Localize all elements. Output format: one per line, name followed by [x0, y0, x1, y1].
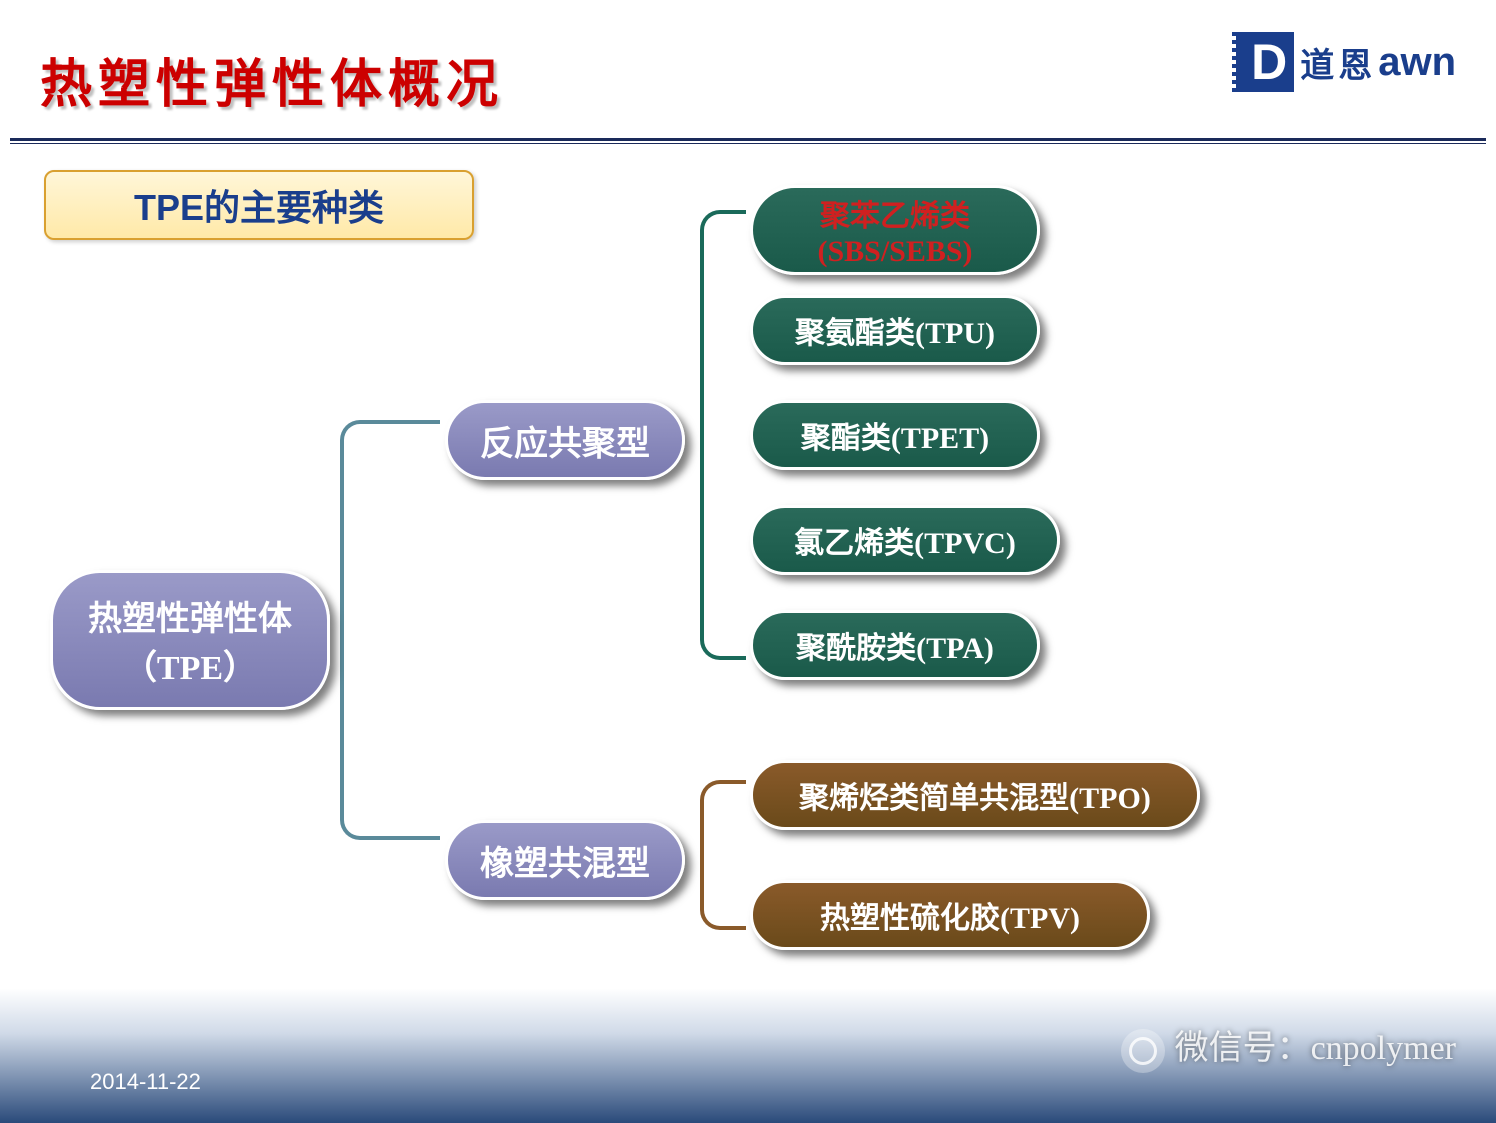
node-b2: 热塑性硫化胶(TPV) — [750, 880, 1150, 950]
node-label: 聚酰胺类(TPA) — [796, 623, 994, 667]
node-label: 聚烯烃类简单共混型(TPO) — [799, 773, 1151, 817]
node-label: 热塑性硫化胶(TPV) — [820, 893, 1080, 937]
node-g5: 聚酰胺类(TPA) — [750, 610, 1040, 680]
divider — [10, 138, 1486, 144]
logo-mark: D — [1234, 32, 1294, 92]
node-label: 热塑性弹性体 — [88, 591, 292, 640]
slide-title: 热塑性弹性体概况 — [40, 42, 504, 117]
date: 2014-11-22 — [90, 1069, 201, 1095]
node-label: 聚氨酯类(TPU) — [795, 308, 995, 352]
node-label: 反应共聚型 — [480, 416, 650, 465]
bracket-br3 — [700, 780, 746, 930]
node-label: 聚苯乙烯类 — [820, 191, 970, 235]
logo-cn: 道恩 — [1300, 38, 1376, 87]
subtitle: TPE的主要种类 — [44, 170, 474, 240]
bracket-br2 — [700, 210, 746, 660]
node-label: (SBS/SEBS) — [817, 235, 972, 269]
node-g4: 氯乙烯类(TPVC) — [750, 505, 1060, 575]
node-label: （TPE） — [123, 640, 257, 689]
node-label: 氯乙烯类(TPVC) — [794, 518, 1016, 562]
node-mid1: 反应共聚型 — [445, 400, 685, 480]
node-g3: 聚酯类(TPET) — [750, 400, 1040, 470]
node-root: 热塑性弹性体（TPE） — [50, 570, 330, 710]
node-g1: 聚苯乙烯类(SBS/SEBS) — [750, 185, 1040, 275]
watermark: 微信号：cnpolymer — [1121, 1020, 1456, 1073]
node-g2: 聚氨酯类(TPU) — [750, 295, 1040, 365]
node-label: 聚酯类(TPET) — [801, 413, 989, 457]
logo: D 道恩 awn — [1234, 32, 1456, 92]
wechat-icon — [1121, 1029, 1165, 1073]
node-mid2: 橡塑共混型 — [445, 820, 685, 900]
node-label: 橡塑共混型 — [480, 836, 650, 885]
bracket-br1 — [340, 420, 440, 840]
node-b1: 聚烯烃类简单共混型(TPO) — [750, 760, 1200, 830]
logo-en: awn — [1378, 40, 1456, 85]
